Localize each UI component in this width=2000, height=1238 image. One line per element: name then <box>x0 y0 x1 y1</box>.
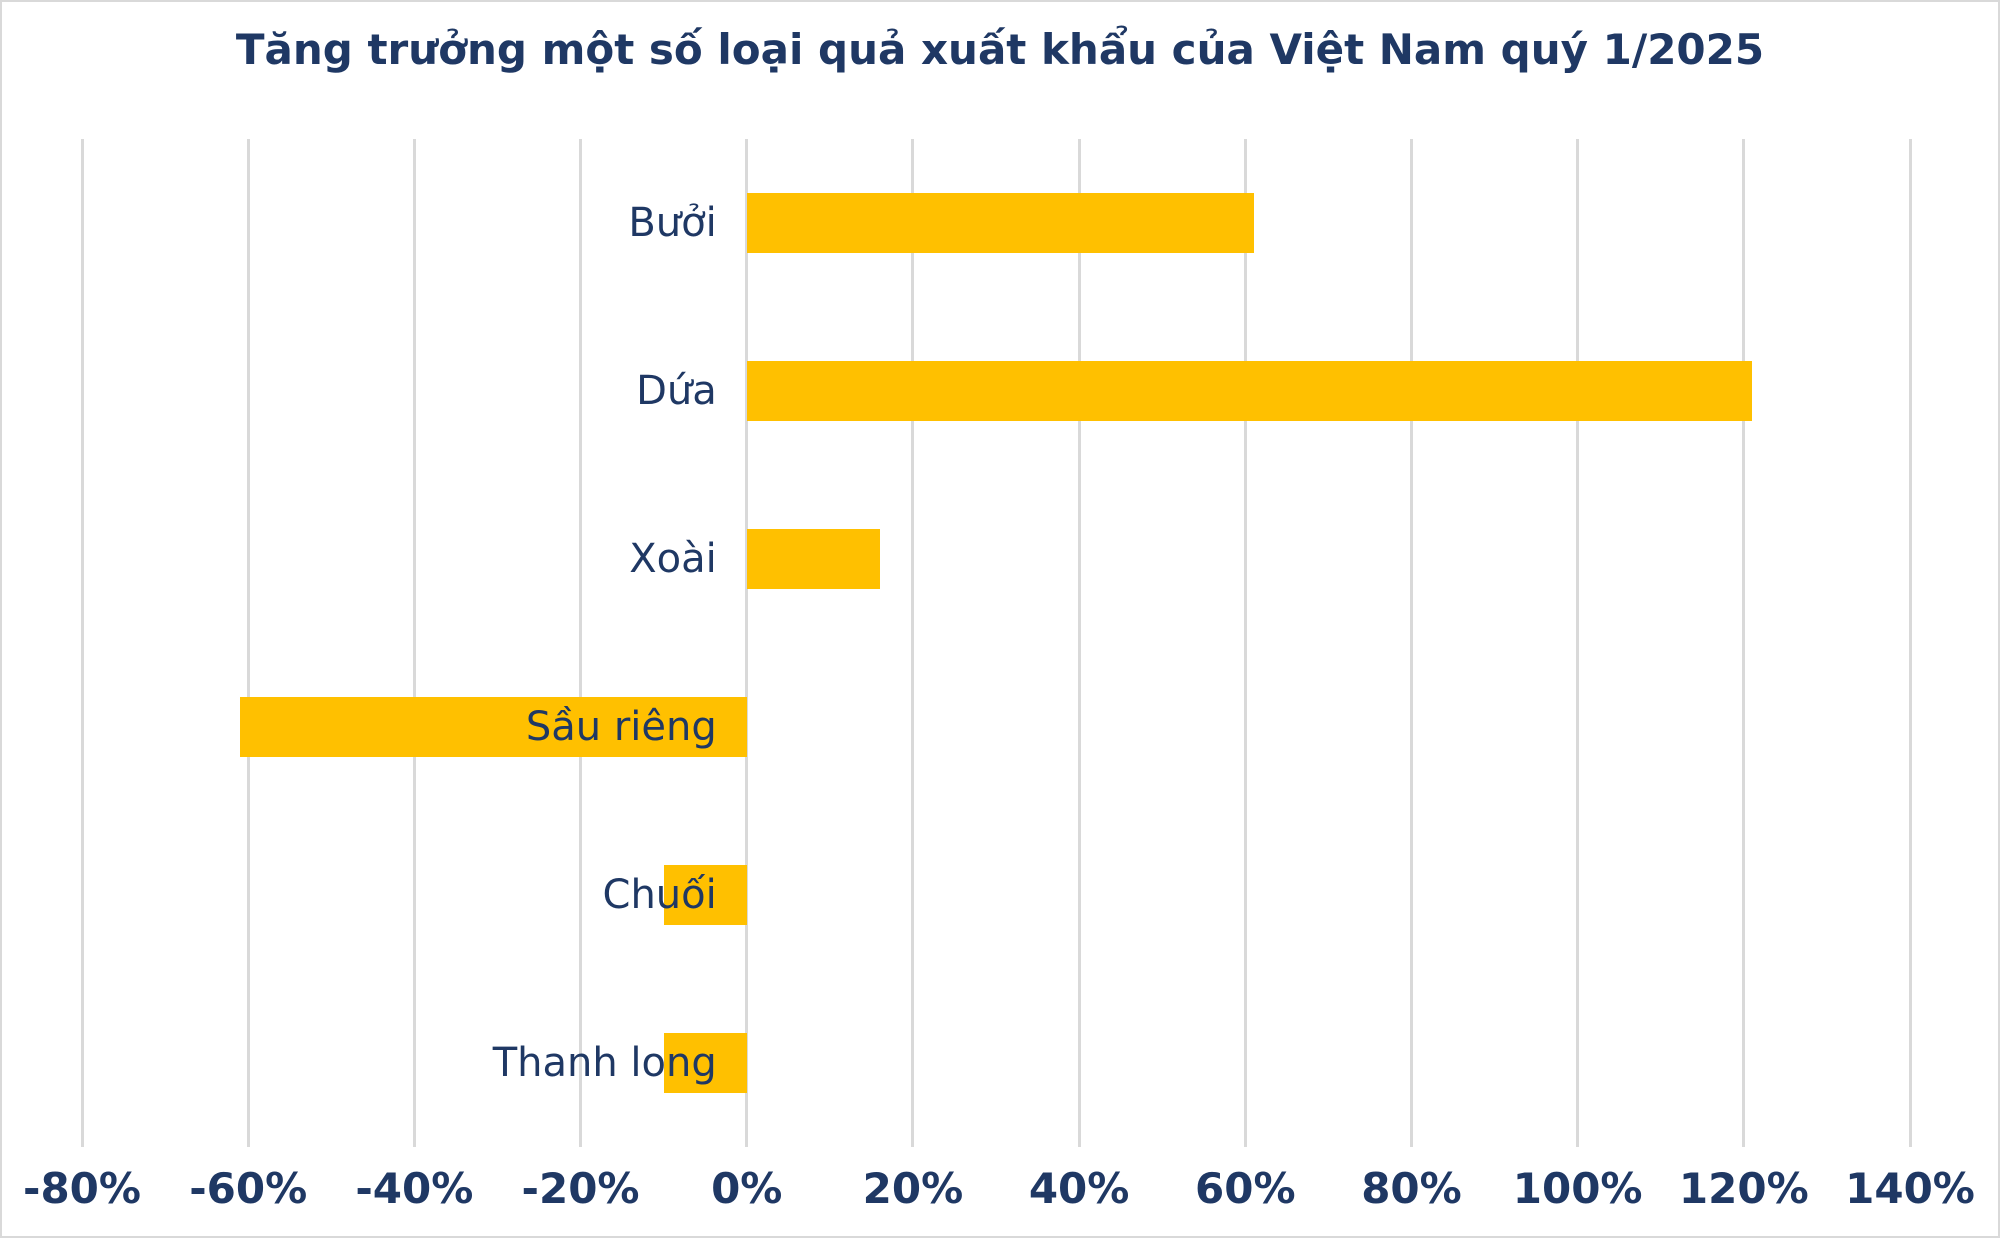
x-axis-tick-label: 120% <box>1678 1164 1809 1213</box>
bar <box>746 361 1753 421</box>
gridline <box>1409 139 1413 1147</box>
x-axis-tick-label: -40% <box>355 1164 474 1213</box>
x-axis-tick-label: 0% <box>711 1164 783 1213</box>
gridline <box>745 139 749 1147</box>
bar <box>663 1033 747 1093</box>
category-label: Chuối <box>602 872 717 918</box>
x-axis-tick-label: 40% <box>1028 1164 1130 1213</box>
gridline <box>1576 139 1580 1147</box>
x-axis-tick-label: -60% <box>189 1164 308 1213</box>
x-axis-tick-label: 100% <box>1512 1164 1643 1213</box>
category-label: Thanh long <box>492 1040 717 1086</box>
x-axis-tick-label: 140% <box>1845 1164 1975 1213</box>
category-label: Bưởi <box>628 200 717 246</box>
gridline <box>1908 139 1912 1147</box>
bar <box>746 529 880 589</box>
gridline <box>246 139 250 1147</box>
x-axis-tick-label: -80% <box>23 1164 141 1213</box>
bar <box>663 865 747 925</box>
gridline <box>911 139 915 1147</box>
chart-title: Tăng trưởng một số loại quả xuất khẩu củ… <box>235 25 1765 74</box>
x-axis-tick-label: -20% <box>521 1164 640 1213</box>
x-axis-tick-label: 20% <box>862 1164 964 1213</box>
x-axis-tick-label: 80% <box>1361 1164 1462 1213</box>
category-label: Dứa <box>636 368 717 414</box>
bar <box>746 193 1254 253</box>
gridline <box>1243 139 1247 1147</box>
category-label: Sầu riêng <box>525 704 717 750</box>
gridline <box>579 139 583 1147</box>
gridline <box>1742 139 1746 1147</box>
gridline <box>1077 139 1081 1147</box>
bar <box>239 697 747 757</box>
category-label: Xoài <box>629 536 717 582</box>
gridline <box>412 139 416 1147</box>
gridline <box>80 139 84 1147</box>
x-axis-tick-label: 60% <box>1195 1164 1296 1213</box>
plot-area: -80% -60% -40% -20% 0% 20% 40% 60% 80% 100% 120% 14… <box>23 139 1975 1213</box>
